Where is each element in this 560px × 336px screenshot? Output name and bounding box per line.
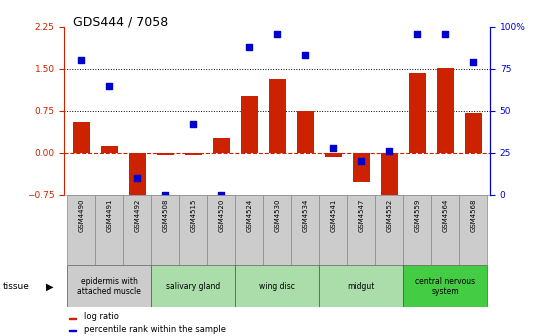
Bar [459,195,487,265]
Bar [67,265,151,307]
Bar [319,265,403,307]
Bar [235,195,263,265]
Text: GSM4524: GSM4524 [246,198,252,232]
Point [105,83,114,88]
Point [161,192,170,198]
Text: GSM4568: GSM4568 [470,198,476,232]
Point [77,58,86,63]
Bar [381,153,398,201]
Bar [213,138,230,153]
Bar [157,153,174,155]
Bar [325,153,342,157]
Point [217,192,226,198]
Text: GSM4490: GSM4490 [78,198,84,232]
Bar [291,195,319,265]
Bar [69,330,76,331]
Bar [179,195,207,265]
Point [329,145,338,151]
Bar [185,153,202,155]
Point [301,53,310,58]
Bar [123,195,151,265]
Text: midgut: midgut [348,282,375,291]
Text: central nervous
system: central nervous system [415,277,475,296]
Bar [69,318,76,319]
Bar [241,96,258,153]
Text: GSM4547: GSM4547 [358,198,364,232]
Text: percentile rank within the sample: percentile rank within the sample [83,325,226,334]
Bar [375,195,403,265]
Text: GSM4491: GSM4491 [106,198,112,232]
Point [189,122,198,127]
Text: GDS444 / 7058: GDS444 / 7058 [73,15,168,28]
Bar [431,195,459,265]
Bar [207,195,235,265]
Bar [297,112,314,153]
Text: salivary gland: salivary gland [166,282,220,291]
Bar [269,79,286,153]
Bar [151,195,179,265]
Bar [403,195,431,265]
Bar [151,265,235,307]
Bar [403,265,487,307]
Text: GSM4541: GSM4541 [330,198,336,232]
Text: log ratio: log ratio [83,312,118,321]
Text: wing disc: wing disc [259,282,295,291]
Bar [319,195,347,265]
Text: GSM4492: GSM4492 [134,198,140,232]
Text: GSM4515: GSM4515 [190,198,196,232]
Bar [353,153,370,182]
Bar [263,195,291,265]
Bar [409,73,426,153]
Bar [101,146,118,153]
Point [441,31,450,36]
Point [385,149,394,154]
Bar [437,68,454,153]
Bar [465,113,482,153]
Bar [95,195,123,265]
Point [469,59,478,65]
Point [273,31,282,36]
Text: GSM4520: GSM4520 [218,198,224,232]
Text: GSM4508: GSM4508 [162,198,168,232]
Text: GSM4552: GSM4552 [386,198,392,232]
Point [357,159,366,164]
Text: tissue: tissue [3,282,30,291]
Point [133,175,142,181]
Text: epidermis with
attached muscle: epidermis with attached muscle [77,277,141,296]
Text: ▶: ▶ [46,282,53,291]
Text: GSM4530: GSM4530 [274,198,280,232]
Text: GSM4564: GSM4564 [442,198,448,232]
Bar [347,195,375,265]
Text: GSM4534: GSM4534 [302,198,308,232]
Bar [129,153,146,202]
Bar [235,265,319,307]
Text: GSM4559: GSM4559 [414,198,420,232]
Point [245,44,254,50]
Point [413,31,422,36]
Bar [73,122,90,153]
Bar [67,195,95,265]
